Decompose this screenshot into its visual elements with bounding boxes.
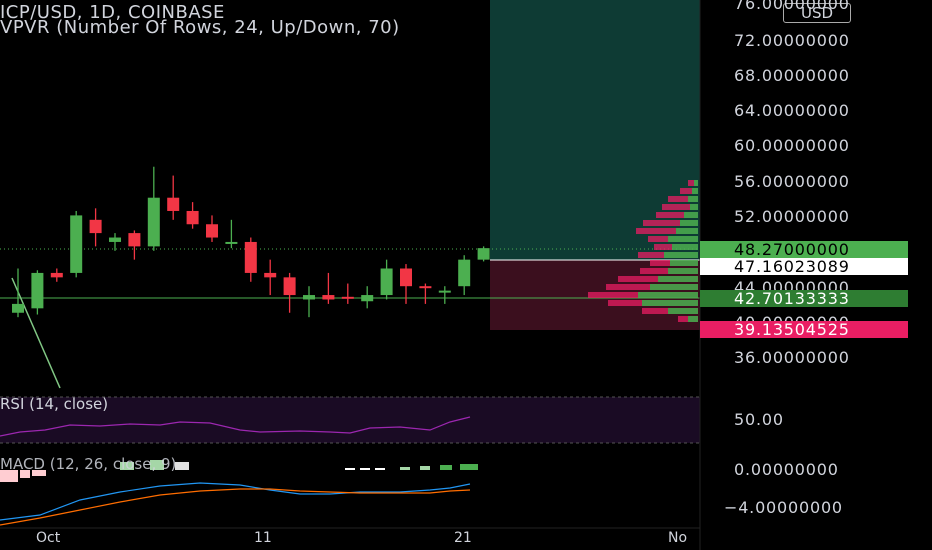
price-axis-label: 52.00000000 (734, 207, 850, 226)
date-label: 11 (254, 530, 272, 546)
date-label: Oct (36, 530, 61, 546)
entry-price-tag: 47.16023089 (700, 258, 908, 275)
volume-row-down (648, 236, 668, 242)
candle-body (206, 224, 218, 238)
volume-row-down (618, 276, 658, 282)
candle-body (322, 295, 335, 300)
macd-histogram (0, 460, 478, 482)
candle-body (50, 272, 63, 278)
volume-row-up (690, 204, 698, 210)
symbol-title: ICP/USD, 1D, COINBASE (0, 2, 225, 23)
candle-body (361, 295, 374, 302)
line-price-tag: 42.70133333 (700, 290, 908, 307)
price-axis-label: 56.00000000 (734, 172, 850, 191)
macd-label[interactable]: MACD (12, 26, close, 9) (0, 455, 177, 473)
candle-body (109, 237, 121, 242)
macd-axis-label: 0.00000000 (734, 460, 839, 479)
volume-row-up (668, 268, 698, 274)
date-label: 21 (454, 530, 472, 546)
price-axis-label: 68.00000000 (734, 66, 850, 85)
volume-row-up (658, 276, 698, 282)
volume-row-up (650, 284, 698, 290)
candles-group (12, 166, 490, 318)
trend-line[interactable] (11, 277, 61, 389)
candle-body (341, 296, 354, 299)
volume-row-down (654, 244, 672, 250)
candle-body (458, 259, 471, 287)
candle-body (186, 210, 199, 225)
candle-body (12, 303, 24, 313)
volume-row-up (672, 244, 698, 250)
volume-row-up (694, 180, 698, 186)
volume-row-down (656, 212, 684, 218)
candle-body (128, 233, 141, 247)
volume-row-down (606, 284, 650, 290)
candle-body (70, 215, 83, 273)
volume-row-up (680, 220, 698, 226)
candle-body (477, 248, 490, 260)
candle-body (419, 286, 432, 289)
rsi-label[interactable]: RSI (14, close) (0, 395, 109, 413)
candle-body (225, 241, 238, 244)
candle-body (438, 290, 451, 293)
currency-button[interactable]: USD (783, 3, 851, 23)
volume-profile (588, 180, 698, 322)
volume-row-down (588, 292, 638, 298)
rsi-line (0, 416, 471, 437)
date-label: No (668, 530, 688, 546)
volume-row-down (662, 204, 690, 210)
rsi-band (0, 397, 700, 443)
price-axis-label: 36.00000000 (734, 348, 850, 367)
candle-body (283, 277, 296, 296)
price-axis-label: 76.00000000 (734, 0, 850, 13)
volume-row-up (692, 188, 698, 194)
volume-row-up (668, 308, 698, 314)
macd-line (0, 482, 471, 521)
stop-price-tag: 39.13504525 (700, 321, 908, 338)
price-axis-label: 72.00000000 (734, 31, 850, 50)
volume-row-up (676, 228, 698, 234)
volume-row-up (688, 316, 698, 322)
volume-row-down (640, 268, 668, 274)
volume-row-down (688, 180, 694, 186)
candle-body (147, 197, 160, 247)
volume-row-down (642, 308, 668, 314)
candle-body (400, 268, 412, 287)
volume-row-up (684, 212, 698, 218)
volume-row-up (664, 252, 698, 258)
volume-row-up (638, 292, 698, 298)
volume-row-down (636, 228, 676, 234)
volume-row-down (668, 196, 688, 202)
volume-row-down (608, 300, 642, 306)
volume-row-down (643, 220, 680, 226)
candle-body (167, 197, 180, 211)
price-axis-label: 64.00000000 (734, 101, 850, 120)
candle-body (31, 272, 44, 309)
candle-body (380, 268, 393, 296)
volume-row-up (670, 260, 698, 266)
volume-row-down (638, 252, 664, 258)
volume-row-up (668, 236, 698, 242)
volume-row-down (650, 260, 670, 266)
candle-body (244, 241, 257, 273)
volume-row-down (678, 316, 688, 322)
volume-row-up (688, 196, 698, 202)
candle-body (264, 272, 277, 278)
last-price-tag: 48.27000000 (700, 241, 908, 258)
vpvr-label[interactable]: VPVR (Number Of Rows, 24, Up/Down, 70) (0, 17, 400, 38)
candle-body (303, 295, 315, 300)
volume-row-down (680, 188, 692, 194)
volume-row-up (642, 300, 698, 306)
candle-body (89, 219, 102, 234)
macd-signal-line (0, 488, 471, 526)
price-axis-label: 60.00000000 (734, 136, 850, 155)
rsi-axis-label: 50.00 (734, 410, 784, 429)
macd-axis-label: −4.00000000 (724, 498, 843, 517)
